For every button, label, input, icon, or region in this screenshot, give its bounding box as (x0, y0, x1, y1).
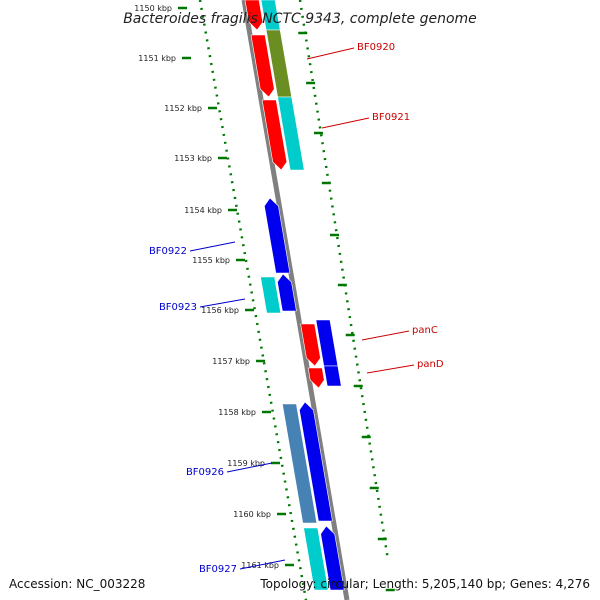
tick-label: 1151 kbp (138, 54, 176, 63)
tick-label: 1150 kbp (134, 4, 172, 13)
gene-label: panD (417, 359, 444, 370)
gene-label: BF0921 (372, 112, 410, 123)
tick-label: 1155 kbp (192, 256, 230, 265)
cds-panC (300, 323, 321, 367)
gene-label-leader (189, 241, 236, 252)
gene-labels: BF0920 BF0921 BF0922 BF0923 panC panD BF0926 BF… (149, 42, 444, 575)
tick-track-left (198, 0, 308, 600)
gene-label-leader (366, 364, 415, 374)
tick-label: 1154 kbp (184, 206, 222, 215)
cds-panD (307, 367, 325, 389)
cds-bf0920 (250, 34, 275, 98)
gene-label: BF0920 (357, 42, 395, 53)
gene-label-leader (239, 559, 286, 570)
gene-label-leader (361, 330, 410, 341)
gene-label: BF0923 (159, 302, 197, 313)
cog-bf0921 (277, 96, 305, 171)
tick-marks (178, 6, 395, 592)
tick-label: 1159 kbp (227, 459, 265, 468)
topology-text: Topology: circular; Length: 5,205,140 bp… (260, 577, 590, 591)
tick-labels: 1150 kbp 1151 kbp 1152 kbp 1153 kbp 1154 kbp… (134, 4, 279, 570)
cds-bf0923 (277, 273, 297, 312)
gene-label-leader (199, 298, 246, 308)
cds-bf0921 (261, 99, 288, 171)
gene-features (244, 0, 345, 591)
tick-label: 1158 kbp (218, 408, 256, 417)
accession-text: Accession: NC_003228 (9, 577, 146, 591)
tick-label: 1152 kbp (164, 104, 202, 113)
cds-bf0919 (244, 0, 264, 31)
gene-label: BF0922 (149, 246, 187, 257)
gene-label-leader (321, 117, 370, 129)
gene-label-leader (306, 47, 355, 60)
cds-bf0926 (299, 401, 333, 522)
map-title: Bacteroides fragilis NCTC 9343, complete… (123, 11, 477, 27)
gene-label: BF0926 (186, 467, 224, 478)
cog-bf0923 (260, 276, 282, 314)
cds-bf0927 (320, 525, 345, 591)
tick-label: 1160 kbp (233, 510, 271, 519)
tick-label: 1156 kbp (201, 306, 239, 315)
cds-bf0922 (264, 197, 291, 274)
tick-label: 1157 kbp (212, 357, 250, 366)
cog-bf0927 (303, 527, 329, 591)
tick-label: 1161 kbp (241, 561, 279, 570)
gene-label: panC (412, 325, 438, 336)
genome-backbone (241, 0, 350, 600)
gene-label-leader (226, 462, 273, 473)
tick-label: 1153 kbp (174, 154, 212, 163)
cog-bf0926 (281, 403, 318, 524)
cds-panD-strand (323, 365, 342, 387)
tick-track-right (298, 0, 390, 561)
gene-label: BF0927 (199, 564, 237, 575)
